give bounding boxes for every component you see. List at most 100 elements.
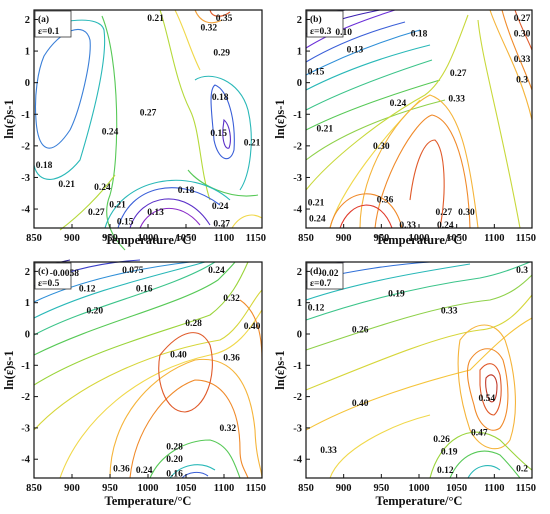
panel-d-strain-label: ε=0.7 <box>310 279 332 289</box>
panel-c-x-axis-title: Temperature/°C <box>105 494 192 508</box>
contour-value-label: 0.28 <box>185 319 202 329</box>
contour-value-label: 0.15 <box>210 129 227 139</box>
contour-value-label: 0.15 <box>308 68 325 78</box>
panel-b-contours <box>305 9 533 229</box>
panel-a-y-ticks: -4 -3 -2 -1 0 1 2 <box>21 15 38 216</box>
contour-value-label: 0.36 <box>377 196 394 206</box>
contour-value-label: 0.33 <box>320 446 337 456</box>
contour-value-label: 0.075 <box>122 266 144 276</box>
contour-value-label: 0.24 <box>309 215 326 225</box>
contour-value-label: 0.40 <box>352 399 369 409</box>
contour-value-label: 0.40 <box>244 322 261 332</box>
contour-value-label: 0.21 <box>147 14 164 24</box>
contour-value-label: 0.16 <box>136 285 153 295</box>
y-tick-label: -2 <box>21 392 30 403</box>
y-tick-label: 2 <box>297 267 302 278</box>
y-tick-label: -4 <box>293 205 302 216</box>
x-tick-label: 950 <box>373 483 389 494</box>
contour-value-label: -0.0058 <box>50 269 80 279</box>
panel-c-strain-label: ε=0.5 <box>38 279 60 289</box>
contour-value-label: 0.36 <box>223 353 240 363</box>
contour-value-label: 0.18 <box>212 93 229 103</box>
y-tick-label: -4 <box>21 205 30 216</box>
panel-a-x-ticks: 850 900 950 1000 1050 1100 1150 <box>26 224 266 244</box>
contour-value-label: 0.13 <box>347 45 364 55</box>
contour-value-label: 0.24 <box>390 99 407 109</box>
contour-value-label: 0.18 <box>411 30 428 40</box>
contour-value-label: 0.30 <box>373 142 390 152</box>
y-tick-label: 0 <box>25 78 30 89</box>
x-tick-label: 950 <box>102 483 118 494</box>
y-tick-label: -3 <box>293 423 302 434</box>
x-tick-label: 1100 <box>214 233 234 244</box>
x-tick-label: 950 <box>102 233 118 244</box>
x-tick-label: 1050 <box>176 483 197 494</box>
contour-value-label: 0.12 <box>79 285 96 295</box>
panel-b: (b) ε=0.3 -4 -3 -2 -1 0 1 2 850 900 950 1000 1050 1… <box>273 9 536 247</box>
panel-a-strain-label: ε=0.1 <box>38 27 60 37</box>
panel-b-strain-label: ε=0.3 <box>310 27 332 37</box>
x-tick-label: 1000 <box>409 233 430 244</box>
contour-value-label: 0.21 <box>58 180 75 190</box>
contour-value-label: 0.20 <box>86 307 103 317</box>
contour-value-label: 0.27 <box>140 109 157 119</box>
contour-value-label: 0.13 <box>147 208 164 218</box>
contour-value-label: 0.3 <box>516 266 528 276</box>
y-tick-label: 2 <box>25 267 30 278</box>
panel-c-info-box <box>34 262 72 290</box>
contour-value-label: 0.28 <box>166 443 183 453</box>
contour-value-label: 0.19 <box>388 289 405 299</box>
x-tick-label: 1000 <box>409 483 430 494</box>
panel-b-info-box <box>306 10 344 38</box>
contour-value-label: 0.32 <box>223 294 240 304</box>
contour-value-label: 0.19 <box>441 447 458 457</box>
panel-d-x-ticks: 850 900 950 1000 1050 1100 1150 <box>298 474 536 494</box>
x-tick-label: 850 <box>26 483 42 494</box>
x-tick-label: 950 <box>373 233 389 244</box>
contour-value-label: 0.21 <box>308 199 325 209</box>
panel-b-label: (b) <box>310 14 322 25</box>
y-tick-label: 0 <box>297 330 302 341</box>
contour-value-label: 0.24 <box>102 128 119 138</box>
panel-c-x-ticks: 850 900 950 1000 1050 1100 1150 <box>26 474 266 494</box>
contour-value-label: 0.32 <box>200 23 217 33</box>
contour-value-label: 0.27 <box>436 208 453 218</box>
panel-a-contours <box>33 9 263 251</box>
panel-c-contour-labels: -0.0058 0.075 0.24 0.12 0.16 0.20 0.32 0.28 0.40… <box>50 266 261 479</box>
contour-value-label: 0.21 <box>109 200 126 210</box>
contour-value-label: 0.20 <box>166 455 183 465</box>
y-tick-label: -1 <box>293 110 302 121</box>
panel-a-label: (a) <box>38 14 49 25</box>
y-tick-label: -2 <box>293 141 302 152</box>
x-tick-label: 1050 <box>446 233 467 244</box>
contour-value-label: 0.18 <box>36 161 53 171</box>
contour-value-label: 0.21 <box>317 124 334 134</box>
contour-value-label: 0.12 <box>308 303 325 313</box>
y-tick-label: 1 <box>297 298 302 309</box>
y-tick-label: 2 <box>297 15 302 26</box>
x-tick-label: 1100 <box>484 483 504 494</box>
contour-value-label: 0.30 <box>458 208 475 218</box>
contour-value-label: 0.27 <box>450 69 467 79</box>
x-tick-label: 900 <box>336 233 352 244</box>
y-tick-label: 1 <box>25 47 30 58</box>
x-tick-label: 850 <box>26 233 42 244</box>
panel-c-contours <box>33 259 263 479</box>
x-tick-label: 1100 <box>484 233 504 244</box>
x-tick-label: 900 <box>64 233 80 244</box>
panel-d-x-axis-title: Temperature/°C <box>376 494 463 508</box>
x-tick-label: 1000 <box>138 233 159 244</box>
contour-value-label: 0.36 <box>113 465 130 475</box>
panel-d: (d) ε=0.7 -4 -3 -2 -1 0 1 2 850 900 950 1000 1050 1… <box>273 261 536 508</box>
contour-value-label: 0.32 <box>219 424 236 434</box>
panel-b-x-axis-title: Temperature/°C <box>376 233 463 247</box>
contour-value-label: 0.24 <box>212 202 229 212</box>
x-tick-label: 900 <box>336 483 352 494</box>
panel-c-y-axis-title: ln(ε̇)s-1 <box>2 350 16 389</box>
contour-value-label: 0.40 <box>170 350 187 360</box>
panel-c: (c) ε=0.5 -4 -3 -2 -1 0 1 2 850 900 950 1000 1050 1… <box>2 259 266 508</box>
y-tick-label: 1 <box>297 47 302 58</box>
contour-value-label: 0.12 <box>437 466 454 476</box>
contour-value-label: 0.24 <box>208 266 225 276</box>
contour-value-label: 0.54 <box>478 394 495 404</box>
